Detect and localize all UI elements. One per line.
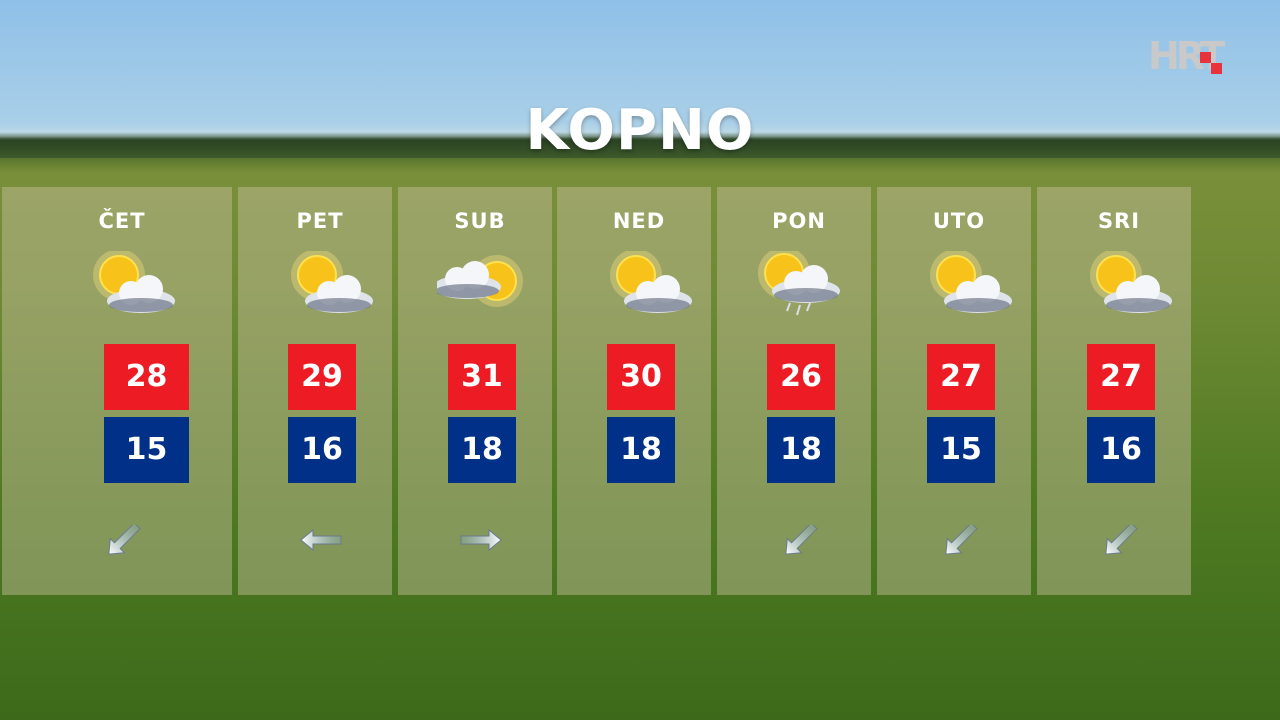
day-label: PON <box>772 209 826 233</box>
wind-arrow-east-icon <box>460 528 502 552</box>
day-label: SRI <box>1097 209 1141 233</box>
sun-behind-cloud-icon <box>930 251 1012 313</box>
max-temp: 27 <box>1087 344 1155 410</box>
sun-behind-cloud-icon <box>93 251 175 313</box>
wind-arrow-southwest-icon <box>945 525 978 555</box>
min-temp: 16 <box>1087 417 1155 483</box>
day-label: SUB <box>454 209 506 233</box>
forecast-day-5: UTO 27 15 <box>877 187 1031 595</box>
sun-cloud-rain-icon <box>758 251 840 316</box>
min-temp: 18 <box>767 417 835 483</box>
cloud-and-sun-icon <box>437 255 523 307</box>
min-temp: 15 <box>927 417 995 483</box>
max-temp: 31 <box>448 344 516 410</box>
forecast-day-4: PON 26 18 <box>717 187 871 595</box>
min-temp: 18 <box>448 417 516 483</box>
min-temp: 18 <box>607 417 675 483</box>
wind-arrow-southwest-icon <box>785 525 818 555</box>
day-label: ČET <box>98 209 146 233</box>
sun-behind-cloud-icon <box>1090 251 1172 313</box>
day-label: UTO <box>932 209 986 233</box>
day-label: NED <box>612 209 666 233</box>
max-temp: 26 <box>767 344 835 410</box>
min-temp: 15 <box>104 417 189 483</box>
day-label: PET <box>296 209 344 233</box>
hrt-logo: HRT <box>1148 34 1225 78</box>
forecast-day-0: ČET 28 15 <box>2 187 232 595</box>
wind-arrow-southwest-icon <box>1105 525 1138 555</box>
wind-arrow-west-icon <box>300 528 342 552</box>
wind-arrow-southwest-icon <box>108 525 141 555</box>
min-temp: 16 <box>288 417 356 483</box>
sun-behind-cloud-icon <box>291 251 373 313</box>
page-title: KOPNO <box>525 98 755 163</box>
treeline-background <box>0 132 1280 158</box>
forecast-day-6: SRI 27 16 <box>1037 187 1191 595</box>
forecast-day-1: PET 29 16 <box>238 187 392 595</box>
sun-behind-cloud-icon <box>610 251 692 313</box>
forecast-day-2: SUB 31 18 <box>398 187 552 595</box>
forecast-day-3: NED 30 18 <box>557 187 711 595</box>
max-temp: 28 <box>104 344 189 410</box>
max-temp: 29 <box>288 344 356 410</box>
max-temp: 27 <box>927 344 995 410</box>
max-temp: 30 <box>607 344 675 410</box>
